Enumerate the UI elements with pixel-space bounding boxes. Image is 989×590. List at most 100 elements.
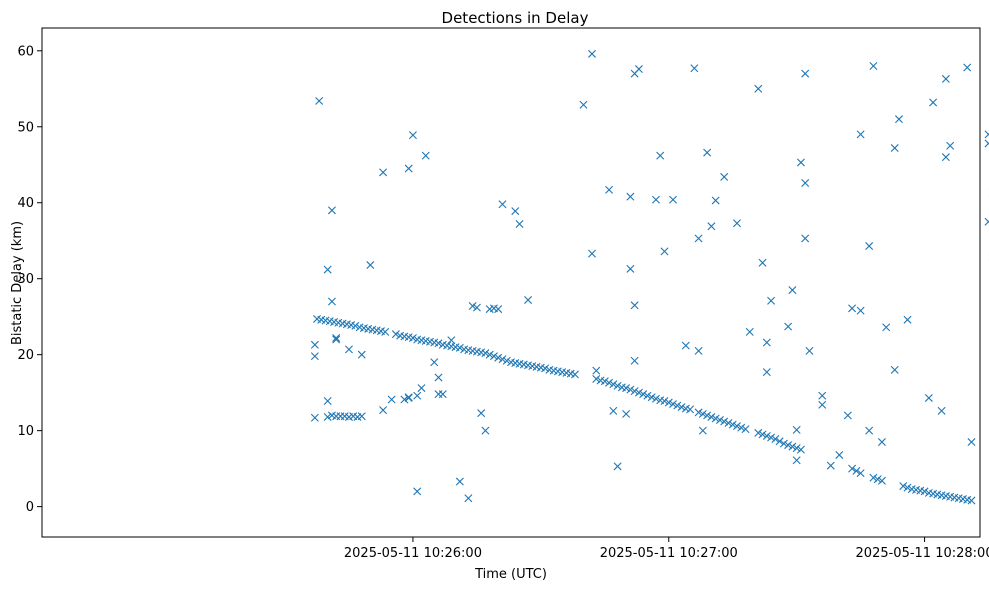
data-point: [865, 242, 874, 251]
data-point: [434, 339, 443, 348]
data-point: [626, 192, 635, 201]
data-point: [724, 419, 733, 428]
data-point: [882, 323, 891, 332]
data-point: [818, 400, 827, 409]
data-point: [686, 405, 695, 414]
data-point: [720, 172, 729, 181]
data-point: [541, 364, 550, 373]
data-point: [796, 445, 805, 454]
data-point: [588, 49, 596, 58]
data-point: [762, 431, 771, 440]
data-point: [869, 61, 878, 70]
data-point: [890, 144, 899, 153]
plot-frame: [41, 27, 981, 538]
data-point: [984, 130, 989, 139]
data-point: [826, 461, 835, 470]
data-point: [315, 96, 324, 105]
data-point: [634, 65, 643, 74]
data-point: [784, 441, 793, 450]
data-point: [788, 286, 797, 295]
data-point: [400, 395, 409, 404]
data-point: [413, 391, 422, 400]
data-point: [455, 343, 464, 352]
data-point: [929, 98, 938, 107]
data-point: [622, 384, 631, 393]
data-point: [796, 158, 805, 167]
x-tick-label: 2025-05-11 10:28:00: [856, 546, 989, 561]
data-point: [430, 358, 439, 367]
data-point: [792, 456, 801, 465]
data-point: [626, 264, 635, 273]
data-point: [524, 295, 533, 304]
data-point: [634, 388, 643, 397]
data-point: [771, 435, 780, 443]
data-point: [924, 393, 933, 402]
data-point: [656, 151, 665, 160]
x-axis-label: Time (UTC): [474, 567, 547, 582]
data-point: [605, 185, 614, 194]
data-point: [310, 352, 319, 361]
data-point: [703, 148, 712, 157]
data-point: [588, 249, 596, 258]
y-tick-label: 0: [26, 500, 34, 515]
y-tick-label: 40: [17, 196, 34, 211]
data-point: [626, 385, 635, 394]
y-tick-label: 60: [17, 44, 34, 59]
y-axis-ticks: 0 10 20 30 40 50 60: [17, 44, 42, 515]
data-point: [481, 426, 490, 435]
data-point: [639, 390, 648, 399]
data-point: [767, 433, 776, 442]
data-point: [455, 477, 464, 486]
data-point: [792, 425, 801, 434]
y-axis-label: Bistatic Delay (km): [10, 221, 25, 345]
data-point: [758, 258, 767, 267]
data-point: [865, 426, 874, 435]
data-point: [698, 426, 707, 435]
data-point: [754, 84, 763, 93]
data-point: [643, 391, 652, 400]
x-axis-ticks: 2025-05-11 10:26:00 2025-05-11 10:27:00 20…: [344, 537, 989, 561]
data-point: [673, 401, 682, 410]
data-point: [357, 412, 366, 421]
data-point: [592, 374, 601, 383]
data-point: [502, 356, 511, 365]
data-point: [698, 409, 707, 418]
data-point: [762, 368, 771, 377]
data-point: [404, 393, 413, 402]
data-point: [511, 207, 520, 216]
y-tick-label: 50: [17, 120, 34, 135]
data-point: [622, 409, 631, 418]
data-point: [967, 438, 976, 447]
data-point: [805, 346, 814, 355]
data-point: [946, 141, 955, 150]
data-point: [899, 482, 908, 491]
chart-title: Detections in Delay: [442, 9, 589, 27]
data-point: [801, 234, 810, 243]
data-point: [903, 483, 912, 492]
data-point: [801, 69, 810, 78]
data-point: [613, 381, 622, 390]
data-point: [669, 195, 678, 204]
data-point: [387, 395, 396, 404]
data-point: [694, 234, 703, 243]
data-point: [438, 390, 447, 399]
data-point: [941, 153, 950, 162]
data-point: [472, 303, 481, 312]
data-point: [464, 494, 473, 503]
data-point: [630, 356, 639, 365]
data-point: [737, 423, 746, 432]
y-tick-label: 10: [17, 424, 34, 439]
data-point: [856, 130, 865, 139]
data-point: [404, 164, 413, 173]
data-point: [784, 322, 793, 331]
data-points: [310, 49, 989, 505]
data-point: [344, 345, 353, 354]
data-point: [984, 139, 989, 148]
data-point: [408, 333, 417, 342]
data-point: [498, 200, 507, 209]
data-point: [421, 151, 430, 160]
data-point: [877, 476, 886, 485]
data-point: [613, 462, 622, 471]
data-point: [381, 327, 390, 336]
data-point: [707, 222, 716, 231]
